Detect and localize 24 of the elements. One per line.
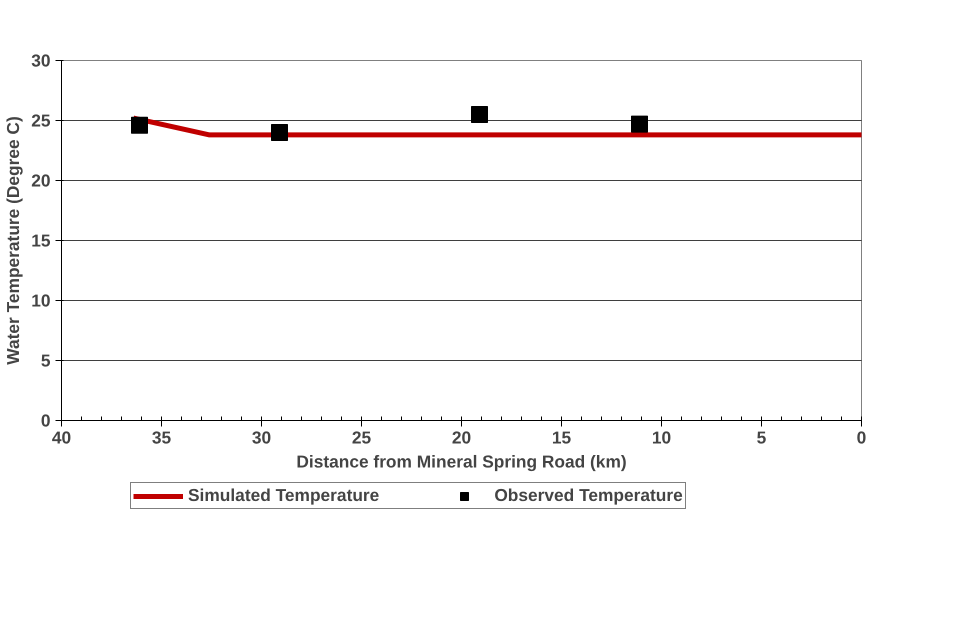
- x-tick-label: 10: [652, 428, 672, 448]
- x-tick-label: 20: [452, 428, 472, 448]
- y-tick-label: 25: [31, 110, 51, 130]
- y-tick-label: 30: [31, 50, 51, 70]
- x-tick-label: 25: [352, 428, 372, 448]
- x-tick-label: 5: [756, 428, 767, 448]
- x-tick-label: 40: [52, 428, 72, 448]
- y-tick-label: 15: [31, 230, 51, 250]
- y-tick-label: 20: [31, 170, 51, 190]
- x-tick-label: 15: [552, 428, 572, 448]
- x-axis-title: Distance from Mineral Spring Road (km): [296, 452, 627, 472]
- y-tick-label: 0: [40, 410, 51, 430]
- point: [471, 106, 488, 123]
- y-tick-label: 10: [31, 290, 51, 310]
- point: [271, 124, 288, 141]
- point: [131, 116, 148, 134]
- x-tick-label: 0: [856, 428, 866, 448]
- x-tick-label: 35: [152, 428, 172, 448]
- y-tick-label: 5: [40, 350, 51, 370]
- y-axis-title: Water Temperature (Degree C): [3, 116, 24, 365]
- legend-label: Simulated Temperature: [188, 485, 380, 506]
- x-tick-label: 30: [252, 428, 272, 448]
- legend-label: Observed Temperature: [494, 485, 683, 506]
- point: [631, 116, 648, 133]
